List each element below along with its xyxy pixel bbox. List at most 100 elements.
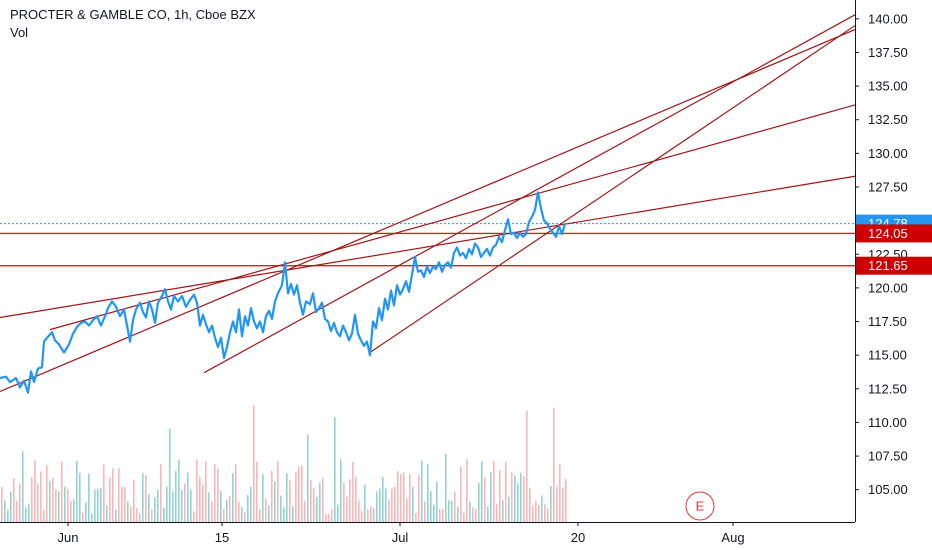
volume-bar [475,508,477,522]
trendline[interactable] [203,14,856,374]
volume-bar [139,513,141,522]
volume-bar [532,505,534,522]
volume-bar [442,509,444,522]
y-tick-label: 115.00 [868,348,907,363]
volume-bar [145,474,147,522]
volume-bar [328,513,330,522]
volume-bar [241,507,243,522]
volume-bar [163,507,165,522]
volume-bar [34,459,36,522]
trendline[interactable] [0,175,856,319]
price-line [0,191,567,394]
volume-bar [40,471,42,522]
volume-bar [142,473,144,522]
volume-bar [211,501,213,522]
volume-bar [394,486,396,522]
volume-bar [247,495,249,522]
volume-bar [214,464,216,522]
volume-bar [535,500,537,522]
volume-bar [181,489,183,522]
volume-bar [334,417,336,522]
volume-bar [124,487,126,522]
volume-bar [472,507,474,522]
volume-bar [148,494,150,522]
time-axis[interactable]: Jun 15 Jul 20 Aug [0,522,932,550]
volume-bar [325,513,327,522]
volume-bar [121,486,123,522]
volume-bar [541,495,543,522]
volume-bar [370,506,372,522]
volume-bar [451,500,453,522]
volume-bar [55,489,57,522]
volume-bar [166,486,168,522]
volume-bar [271,470,273,522]
volume-bar [118,468,120,522]
volume-bar [160,464,162,522]
volume-bar [304,500,306,522]
volume-bar [265,498,267,522]
axis-borders [0,0,856,523]
volume-bar [295,472,297,522]
volume-bar [409,474,411,522]
y-tick-label: 127.50 [868,180,908,195]
x-tick-label: 15 [215,530,229,545]
volume-bar [130,506,132,522]
volume-bar [427,464,429,522]
volume-bar [292,506,294,522]
volume-bar [331,509,333,522]
volume-bar [388,499,390,522]
trendline[interactable] [49,104,856,331]
volume-bar [286,473,288,522]
volume-bar [103,464,105,522]
volume-bar [187,472,189,522]
volume-bar [175,470,177,522]
volume-bar [289,480,291,522]
volume-bar [448,500,450,522]
trendlines[interactable] [0,14,856,393]
volume-bar [100,488,102,522]
trendline[interactable] [369,25,856,353]
event-markers[interactable]: E [685,491,715,521]
volume-bar [529,488,531,522]
volume-bar [208,492,210,522]
volume-bar [307,434,309,522]
volume-bar [256,461,258,522]
y-tick-label: 107.50 [868,449,908,464]
volume-bar [319,482,321,522]
volume-bar [511,472,513,522]
volume-bar [61,461,63,522]
volume-bar [553,407,555,522]
volume-bar [310,480,312,522]
x-tick-label: Jul [392,530,409,545]
earnings-event-icon[interactable] [685,491,715,521]
volume-bar [28,503,30,522]
trendline[interactable] [0,29,856,393]
time-axis-background [0,523,932,550]
volume-bar [523,476,525,522]
volume-bar [376,491,378,522]
volume-bar [466,459,468,522]
volume-bar [196,459,198,522]
y-tick-label: 140.00 [868,11,908,26]
price-badge-label: 124.05 [868,226,908,241]
volume-bar [412,486,414,522]
volume-bar [19,483,21,522]
volume-bar [244,512,246,522]
horizontal-levels [0,223,855,267]
volume-bar [157,489,159,522]
y-tick-label: 135.00 [868,79,908,94]
volume-bar [37,483,39,522]
volume-bar [274,481,276,522]
volume-bar [550,485,552,522]
volume-bar [340,459,342,522]
volume-bar [382,477,384,522]
volume-bar [4,500,6,522]
volume-bar [46,465,48,522]
volume-bar [301,465,303,522]
volume-bar [205,461,207,522]
volume-bar [250,486,252,522]
volume-bar [337,504,339,522]
volume-indicator-label[interactable]: Vol [10,25,29,40]
price-series [0,191,567,394]
